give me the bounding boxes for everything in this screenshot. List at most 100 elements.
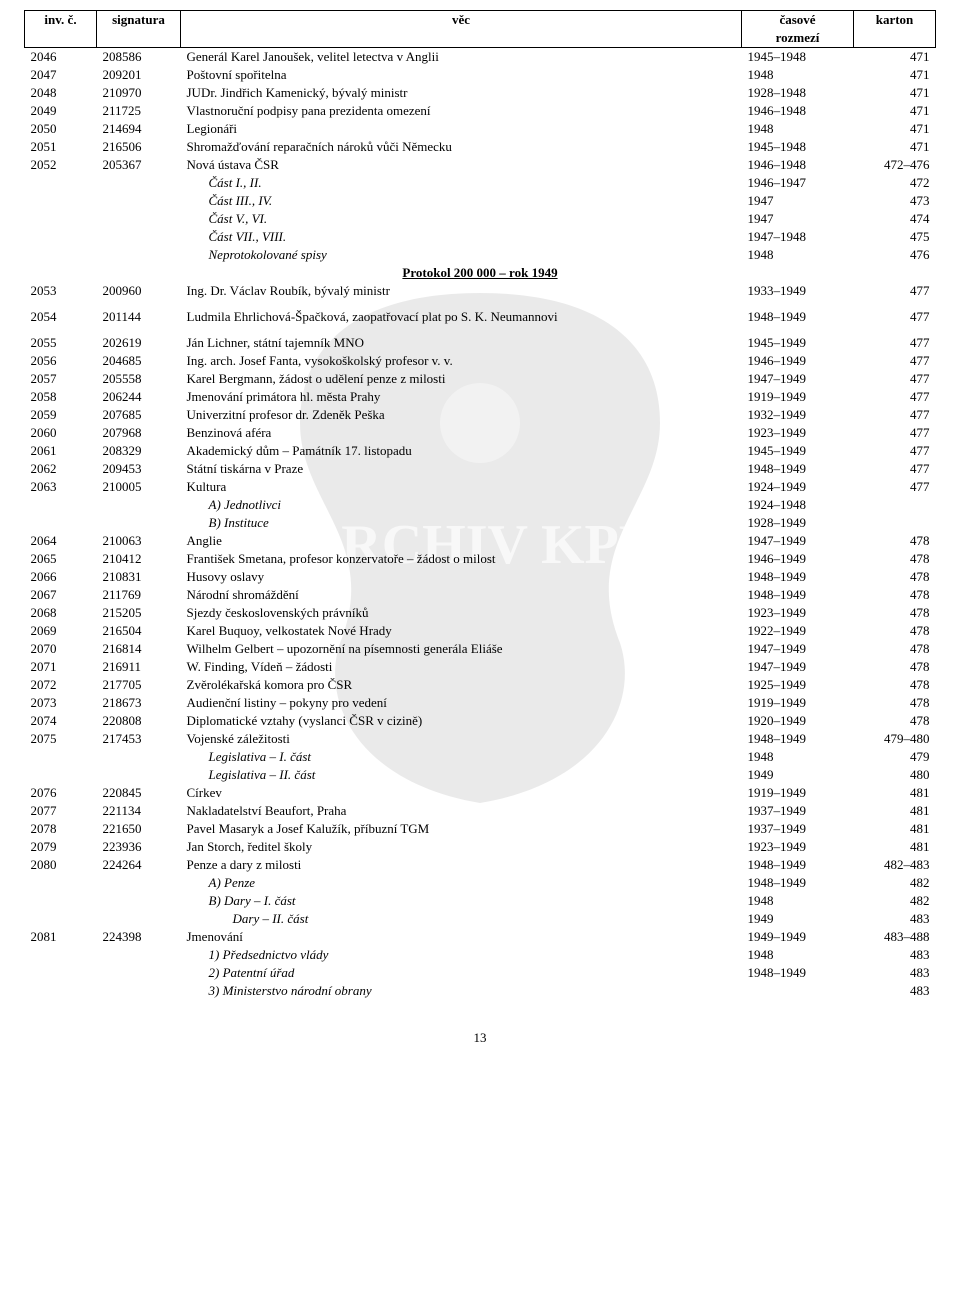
cell-sig: 218673 bbox=[97, 694, 181, 712]
cell-kar: 477 bbox=[854, 388, 936, 406]
cell-kar: 476 bbox=[854, 246, 936, 264]
cell-vec: Anglie bbox=[181, 532, 742, 550]
cell-roz: 1919–1949 bbox=[742, 784, 854, 802]
cell-sig: 209201 bbox=[97, 66, 181, 84]
table-body: 2046208586Generál Karel Janoušek, velite… bbox=[25, 48, 936, 1001]
cell-kar: 477 bbox=[854, 478, 936, 496]
cell-inv: 2060 bbox=[25, 424, 97, 442]
cell-roz: 1948 bbox=[742, 946, 854, 964]
cell-inv: 2058 bbox=[25, 388, 97, 406]
cell-vec: 1) Předsednictvo vlády bbox=[181, 946, 742, 964]
cell-kar: 477 bbox=[854, 370, 936, 388]
cell-roz: 1932–1949 bbox=[742, 406, 854, 424]
cell-roz: 1948–1949 bbox=[742, 308, 854, 326]
cell-inv: 2050 bbox=[25, 120, 97, 138]
cell-vec: Pavel Masaryk a Josef Kalužík, příbuzní … bbox=[181, 820, 742, 838]
cell-sig: 216814 bbox=[97, 640, 181, 658]
table-row: 2070216814Wilhelm Gelbert – upozornění n… bbox=[25, 640, 936, 658]
cell-inv: 2063 bbox=[25, 478, 97, 496]
cell-inv: 2051 bbox=[25, 138, 97, 156]
cell-vec: Jan Storch, ředitel školy bbox=[181, 838, 742, 856]
table-row: 2061208329Akademický dům – Památník 17. … bbox=[25, 442, 936, 460]
table-row: 2060207968Benzinová aféra1923–1949477 bbox=[25, 424, 936, 442]
cell-kar: 478 bbox=[854, 694, 936, 712]
cell-roz: 1948–1949 bbox=[742, 586, 854, 604]
table-row: 2067211769Národní shromáždění1948–194947… bbox=[25, 586, 936, 604]
cell-sig: 207968 bbox=[97, 424, 181, 442]
cell-vec: Vlastnoruční podpisy pana prezidenta ome… bbox=[181, 102, 742, 120]
cell-roz: 1948–1949 bbox=[742, 730, 854, 748]
cell-vec: Ing. Dr. Václav Roubík, bývalý ministr bbox=[181, 282, 742, 300]
cell-vec: Poštovní spořitelna bbox=[181, 66, 742, 84]
cell-roz: 1946–1949 bbox=[742, 352, 854, 370]
cell-sig bbox=[97, 210, 181, 228]
cell-vec: Dary – II. část bbox=[181, 910, 742, 928]
table-row: Dary – II. část1949483 bbox=[25, 910, 936, 928]
cell-inv: 2077 bbox=[25, 802, 97, 820]
cell-inv bbox=[25, 766, 97, 784]
cell-roz: 1946–1947 bbox=[742, 174, 854, 192]
cell-kar: 471 bbox=[854, 120, 936, 138]
cell-inv bbox=[25, 964, 97, 982]
cell-roz bbox=[742, 982, 854, 1000]
table-row: 2056204685Ing. arch. Josef Fanta, vysoko… bbox=[25, 352, 936, 370]
table-row: 2066210831Husovy oslavy1948–1949478 bbox=[25, 568, 936, 586]
table-row: 2047209201Poštovní spořitelna1948471 bbox=[25, 66, 936, 84]
cell-sig: 220845 bbox=[97, 784, 181, 802]
cell-sig: 206244 bbox=[97, 388, 181, 406]
cell-inv: 2047 bbox=[25, 66, 97, 84]
cell-kar: 483 bbox=[854, 910, 936, 928]
table-row: 2062209453Státní tiskárna v Praze1948–19… bbox=[25, 460, 936, 478]
cell-kar: 477 bbox=[854, 334, 936, 352]
cell-vec: Vojenské záležitosti bbox=[181, 730, 742, 748]
cell-roz: 1946–1948 bbox=[742, 156, 854, 174]
cell-kar: 471 bbox=[854, 102, 936, 120]
col-sig: signatura bbox=[97, 11, 181, 48]
cell-kar: 482 bbox=[854, 874, 936, 892]
cell-sig: 216506 bbox=[97, 138, 181, 156]
cell-roz: 1924–1948 bbox=[742, 496, 854, 514]
cell-roz: 1947–1949 bbox=[742, 658, 854, 676]
cell-sig: 202619 bbox=[97, 334, 181, 352]
cell-roz: 1948 bbox=[742, 120, 854, 138]
cell-roz: 1924–1949 bbox=[742, 478, 854, 496]
table-row: A) Jednotlivci1924–1948 bbox=[25, 496, 936, 514]
cell-inv: 2052 bbox=[25, 156, 97, 174]
table-row: Protokol 200 000 – rok 1949 bbox=[25, 264, 936, 282]
cell-kar: 479–480 bbox=[854, 730, 936, 748]
cell-roz: 1949 bbox=[742, 766, 854, 784]
col-roz-a: časové bbox=[742, 11, 854, 30]
cell-roz: 1925–1949 bbox=[742, 676, 854, 694]
cell-inv: 2076 bbox=[25, 784, 97, 802]
cell-sig bbox=[97, 874, 181, 892]
cell-vec: Husovy oslavy bbox=[181, 568, 742, 586]
cell-inv: 2061 bbox=[25, 442, 97, 460]
cell-kar: 481 bbox=[854, 838, 936, 856]
cell-inv: 2079 bbox=[25, 838, 97, 856]
cell-inv: 2072 bbox=[25, 676, 97, 694]
table-row: Část I., II.1946–1947472 bbox=[25, 174, 936, 192]
cell-kar: 477 bbox=[854, 308, 936, 326]
cell-roz: 1928–1949 bbox=[742, 514, 854, 532]
cell-roz: 1947–1949 bbox=[742, 370, 854, 388]
cell-roz: 1919–1949 bbox=[742, 388, 854, 406]
cell-sig bbox=[97, 766, 181, 784]
cell-vec: Legislativa – II. část bbox=[181, 766, 742, 784]
table-row: 2064210063Anglie1947–1949478 bbox=[25, 532, 936, 550]
cell-sig bbox=[97, 964, 181, 982]
cell-roz: 1923–1949 bbox=[742, 838, 854, 856]
cell-kar: 483 bbox=[854, 964, 936, 982]
cell-inv: 2081 bbox=[25, 928, 97, 946]
cell-sig: 211725 bbox=[97, 102, 181, 120]
cell-sig bbox=[97, 748, 181, 766]
cell-inv: 2067 bbox=[25, 586, 97, 604]
cell-sig: 224398 bbox=[97, 928, 181, 946]
cell-roz: 1919–1949 bbox=[742, 694, 854, 712]
cell-sig bbox=[97, 192, 181, 210]
cell-vec: Diplomatické vztahy (vyslanci ČSR v cizi… bbox=[181, 712, 742, 730]
cell-sig bbox=[97, 228, 181, 246]
cell-kar: 471 bbox=[854, 66, 936, 84]
table-row: 2073218673Audienční listiny – pokyny pro… bbox=[25, 694, 936, 712]
cell-vec: Penze a dary z milosti bbox=[181, 856, 742, 874]
table-row: 2048210970JUDr. Jindřich Kamenický, býva… bbox=[25, 84, 936, 102]
